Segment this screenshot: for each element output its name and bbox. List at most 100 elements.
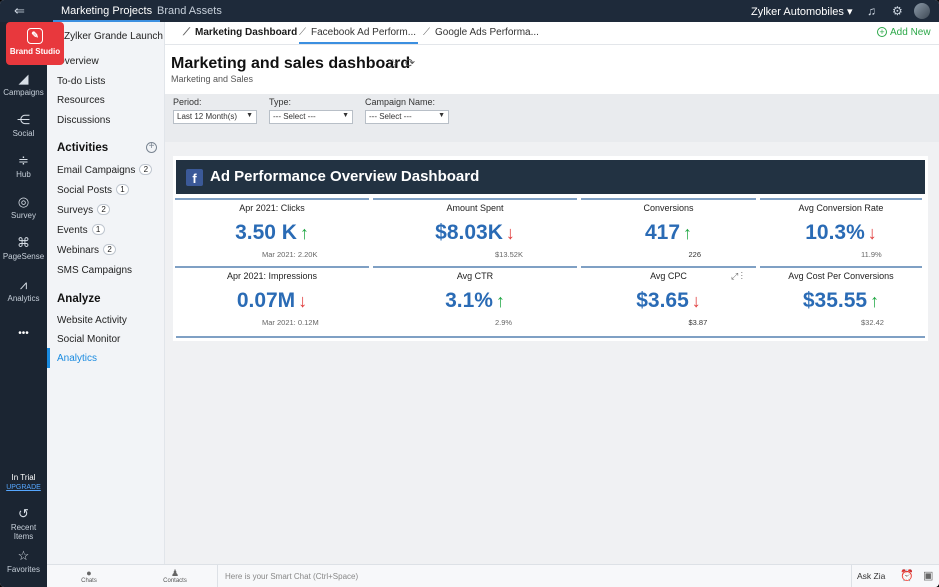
kpi-title: Apr 2021: Impressions: [226, 271, 318, 281]
arrow-up-icon: ↑: [683, 223, 693, 243]
bottom-bar: ● Chats ♟ Contacts Here is your Smart Ch…: [47, 564, 939, 587]
kpi-card[interactable]: Apr 2021: Impressions 0.07M ↓ Mar 2021: 0.1…: [175, 266, 369, 332]
arrow-down-icon: ↓: [691, 291, 701, 311]
nav-resources[interactable]: Resources: [57, 95, 105, 106]
left-rail: ◢ Campaigns ⋲ Social ≑ Hub ◎ Survey ⌘ Pa…: [0, 22, 47, 587]
kpi-value-text: 3.1%: [445, 289, 493, 312]
period-label: Period:: [173, 97, 202, 107]
kpi-value-text: $3.65: [636, 289, 689, 312]
ask-zia-button[interactable]: Ask Zia: [857, 571, 886, 581]
rail-label: Recent Items: [10, 523, 37, 541]
kpi-compare: 11.9%: [861, 250, 882, 259]
kpi-card[interactable]: Avg Cost Per Conversions $35.55 ↑ $32.42: [760, 266, 922, 332]
dashboard-tabs: ⟋ Marketing Dashboard ⟋ Facebook Ad Perfor…: [165, 22, 939, 45]
campaign-select[interactable]: --- Select --- ▼: [365, 110, 449, 124]
project-title[interactable]: Zylker Grande Launch: [64, 31, 163, 42]
nav-website-activity[interactable]: Website Activity: [57, 315, 127, 326]
kpi-card[interactable]: Avg CTR 3.1% ↑ 2.9%: [373, 266, 577, 332]
project-sidebar: Zylker Grande Launch Overview To-do List…: [47, 22, 165, 564]
rail-item-recent[interactable]: ↺ Recent Items: [0, 507, 47, 541]
star-icon[interactable]: ☆: [387, 56, 399, 71]
rail-item-favorites[interactable]: ☆ Favorites: [0, 549, 47, 574]
smart-chat-input[interactable]: Here is your Smart Chat (Ctrl+Space): [217, 565, 852, 587]
tab-facebook-ad-performance[interactable]: ⟋ Facebook Ad Perform...: [299, 27, 419, 44]
nav-label: Events: [57, 225, 88, 236]
tab-marketing-dashboard[interactable]: ⟋ Marketing Dashboard: [183, 27, 297, 38]
tab-label: Marketing Dashboard: [195, 27, 298, 38]
upgrade-link[interactable]: UPGRADE: [6, 484, 41, 491]
active-indicator: [47, 348, 50, 368]
kpi-title: Conversions: [643, 203, 694, 213]
chats-button[interactable]: ● Chats: [74, 568, 104, 584]
kpi-card[interactable]: Conversions 417 ↑ 226: [581, 198, 756, 264]
select-value: --- Select ---: [273, 112, 316, 121]
nav-overview[interactable]: Overview: [57, 56, 99, 67]
hub-icon: ≑: [18, 153, 29, 168]
nav-todo-lists[interactable]: To-do Lists: [57, 76, 106, 87]
refresh-icon[interactable]: ⟳: [405, 56, 416, 70]
rail-item-campaigns[interactable]: ◢ Campaigns: [0, 72, 47, 97]
chart-icon: ⩘: [19, 277, 28, 292]
kpi-card[interactable]: Avg Conversion Rate 10.3% ↓ 11.9%: [760, 198, 922, 264]
chevron-down-icon: ▼: [246, 112, 253, 119]
gear-icon[interactable]: ⚙: [892, 4, 903, 18]
kpi-card[interactable]: Apr 2021: Clicks 3.50 K ↑ Mar 2021: 2.20K: [175, 198, 369, 264]
rail-item-hub[interactable]: ≑ Hub: [0, 154, 47, 179]
kpi-title: Amount Spent: [446, 203, 504, 213]
nav-email-campaigns[interactable]: Email Campaigns 2: [57, 164, 153, 176]
brand-studio-button[interactable]: ✎ Brand Studio: [6, 22, 64, 65]
nav-label: Surveys: [57, 205, 94, 216]
kpi-card[interactable]: Avg CPC $3.65 ↓ $3.87 ⤢ ⋮: [581, 266, 756, 332]
more-vertical-icon[interactable]: ⋮: [740, 271, 743, 281]
nav-webinars[interactable]: Webinars 2: [57, 244, 117, 256]
bell-icon[interactable]: ♫: [867, 4, 876, 18]
back-arrow-icon[interactable]: ⇐: [14, 3, 25, 18]
period-select[interactable]: Last 12 Month(s) ▼: [173, 110, 257, 124]
tab-marketing-projects[interactable]: Marketing Projects: [52, 5, 161, 22]
arrow-down-icon: ↓: [505, 223, 515, 243]
expand-icon[interactable]: ⤢: [731, 271, 741, 281]
dashboard-panel: f Ad Performance Overview Dashboard Apr …: [173, 156, 928, 341]
count-badge: 2: [103, 244, 117, 255]
arrow-up-icon: ↑: [495, 291, 505, 311]
history-icon: ↺: [18, 506, 29, 521]
nav-analytics[interactable]: Analytics: [57, 353, 98, 364]
rail-item-survey[interactable]: ◎ Survey: [0, 195, 47, 220]
check-circle-icon: ◎: [17, 194, 30, 209]
layout-icon[interactable]: ▣: [923, 570, 934, 582]
add-new-button[interactable]: + Add New: [877, 27, 931, 38]
kpi-value: 3.1% ↑: [373, 289, 577, 313]
rail-item-analytics[interactable]: ⩘ Analytics: [0, 278, 47, 303]
trial-label: In Trial: [11, 473, 36, 482]
avatar[interactable]: [914, 3, 930, 19]
alarm-icon[interactable]: ⏰: [900, 570, 914, 582]
kpi-value: 3.50 K ↑: [175, 221, 369, 245]
page-title: Marketing and sales dashboard: [171, 55, 411, 72]
kpi-title: Apr 2021: Clicks: [239, 203, 305, 213]
kpi-card[interactable]: Amount Spent $8.03K ↓ $13.52K: [373, 198, 577, 264]
more-icon[interactable]: •••: [18, 328, 29, 339]
nav-surveys[interactable]: Surveys 2: [57, 204, 111, 216]
org-switcher[interactable]: Zylker Automobiles ▾: [751, 6, 853, 18]
page-subtitle: Marketing and Sales: [171, 74, 254, 84]
kpi-title: Avg Cost Per Conversions: [788, 271, 894, 281]
share-icon: ⋲: [17, 112, 30, 127]
tab-brand-assets[interactable]: Brand Assets: [157, 5, 222, 17]
contacts-label: Contacts: [163, 578, 187, 584]
contacts-button[interactable]: ♟ Contacts: [160, 568, 190, 584]
tab-google-ads-performance[interactable]: ⟋ Google Ads Performa...: [423, 27, 539, 38]
rail-item-social[interactable]: ⋲ Social: [0, 113, 47, 138]
arrow-down-icon: ↓: [867, 223, 877, 243]
nav-social-posts[interactable]: Social Posts 1: [57, 184, 130, 196]
kpi-compare: $32.42: [861, 318, 884, 327]
add-activity-icon[interactable]: +: [146, 142, 157, 153]
nav-social-monitor[interactable]: Social Monitor: [57, 334, 121, 345]
rail-item-pagesense[interactable]: ⌘ PageSense: [0, 236, 47, 261]
chevron-down-icon: ▼: [342, 112, 349, 119]
nav-discussions[interactable]: Discussions: [57, 115, 111, 126]
type-select[interactable]: --- Select --- ▼: [269, 110, 353, 124]
nav-events[interactable]: Events 1: [57, 224, 105, 236]
nav-sms-campaigns[interactable]: SMS Campaigns: [57, 265, 133, 276]
campaign-label: Campaign Name:: [365, 97, 436, 107]
